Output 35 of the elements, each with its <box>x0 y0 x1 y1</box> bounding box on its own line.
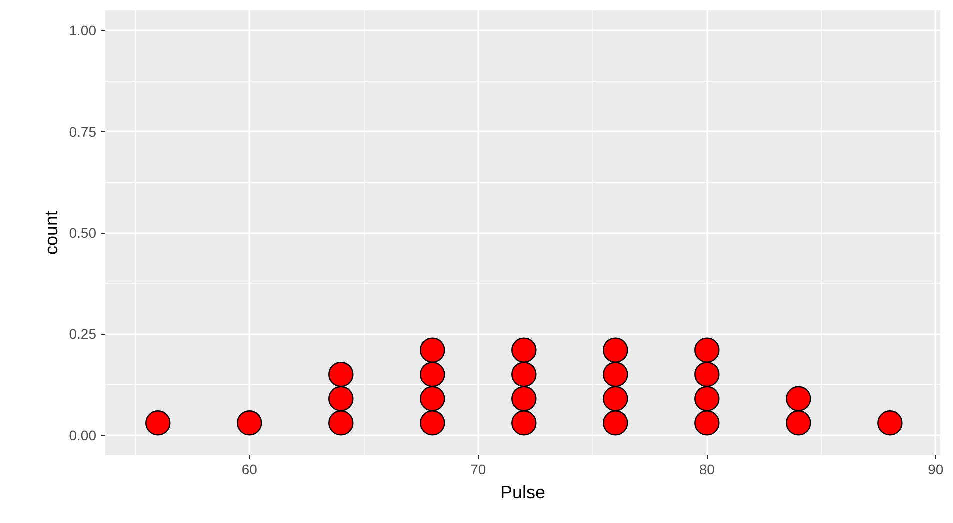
y-tick-label: 0.00 <box>69 427 97 444</box>
point <box>146 410 171 436</box>
point <box>420 410 446 436</box>
point <box>603 410 628 436</box>
y-tick-label: 0.50 <box>69 225 97 241</box>
point <box>328 410 354 436</box>
point <box>420 338 446 363</box>
y-tick-label: 0.75 <box>69 124 97 140</box>
point <box>603 362 628 388</box>
point <box>420 386 446 412</box>
x-tick-label: 60 <box>242 462 258 478</box>
point <box>878 410 903 436</box>
point <box>512 386 537 412</box>
point <box>420 362 446 388</box>
point <box>237 410 262 436</box>
point <box>786 410 812 436</box>
point <box>786 386 812 412</box>
point <box>328 362 354 388</box>
y-tick-label: 0.25 <box>69 326 97 342</box>
point <box>603 386 628 412</box>
point <box>328 386 354 412</box>
point <box>512 362 537 388</box>
point <box>694 410 720 436</box>
x-tick-label: 70 <box>470 462 486 478</box>
point <box>694 386 720 412</box>
point <box>512 410 537 436</box>
point <box>512 338 537 363</box>
point <box>694 362 720 388</box>
point <box>694 338 720 363</box>
x-tick-label: 90 <box>928 462 944 478</box>
x-axis-title: Pulse <box>500 482 546 502</box>
y-tick-label: 1.00 <box>69 22 97 39</box>
point <box>603 338 628 363</box>
y-axis-title: count <box>41 210 62 256</box>
x-tick-label: 80 <box>699 462 716 478</box>
